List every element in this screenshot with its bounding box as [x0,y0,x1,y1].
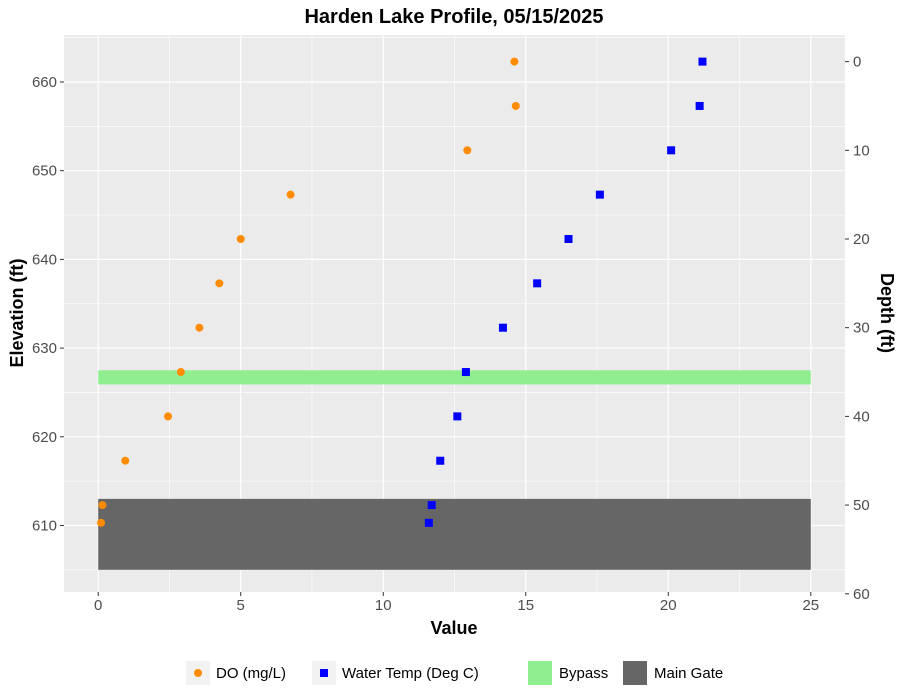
y-tick-label: 630 [32,340,57,357]
x-tick-label: 25 [802,597,819,614]
legend-square-marker [320,669,328,677]
do-point [215,279,224,288]
y2-tick-label: 40 [853,408,870,425]
do-point [286,190,295,199]
x-tick-label: 20 [660,597,677,614]
legend: DO (mg/L) Water Temp (Deg C) Bypass Main Ga… [186,661,723,685]
legend-circle-marker [194,669,202,677]
y-axis-title: Elevation (ft) [7,258,27,367]
water-temp-point [595,190,604,199]
water-temp-point [453,412,462,421]
do-point [511,101,520,110]
minor-gridlines [64,35,845,592]
y2-tick-label: 20 [853,231,870,248]
axes: 0 5 10 15 20 25 610 620 630 640 650 660 0 10 20 30 40 50 6… [32,54,870,614]
do-point [164,412,173,421]
band-bypass [98,370,811,385]
water-temp-point [533,279,542,288]
legend-band-swatch [528,661,552,685]
y2-tick-label: 30 [853,320,870,337]
y-tick-label: 620 [32,429,57,446]
do-point [236,234,245,243]
y2-tick-label: 50 [853,497,870,514]
x-tick-label: 0 [94,597,102,614]
do-point [510,57,519,66]
legend-label: DO (mg/L) [216,665,286,682]
x-tick-label: 5 [237,597,245,614]
x-tick-label: 10 [375,597,392,614]
water-temp-point [564,234,573,243]
water-temp-point [695,101,704,110]
outlet-bands [98,370,811,570]
y2-tick-label: 10 [853,142,870,159]
water-temp-point [427,501,436,510]
data-points [97,57,707,527]
y-tick-label: 650 [32,163,57,180]
water-temp-point [498,323,507,332]
do-point [98,501,107,510]
y-tick-label: 660 [32,74,57,91]
legend-label: Water Temp (Deg C) [342,665,479,682]
do-point [195,323,204,332]
x-tick-label: 15 [517,597,534,614]
do-point [463,146,472,155]
y-tick-label: 610 [32,517,57,534]
y-tick-label: 640 [32,251,57,268]
water-temp-point [698,57,707,66]
chart-title: Harden Lake Profile, 05/15/2025 [304,6,603,28]
y2-tick-label: 60 [853,586,870,603]
x-axis-title: Value [430,618,477,638]
legend-band-swatch [623,661,647,685]
do-point [97,518,106,527]
do-point [176,368,185,377]
y2-axis-title: Depth (ft) [877,273,897,353]
water-temp-point [424,518,433,527]
legend-label: Bypass [559,665,608,682]
band-main-gate [98,498,811,570]
water-temp-point [667,146,676,155]
water-temp-point [436,456,445,465]
legend-label: Main Gate [654,665,723,682]
water-temp-point [461,368,470,377]
y2-tick-label: 0 [853,54,861,71]
do-point [121,456,130,465]
